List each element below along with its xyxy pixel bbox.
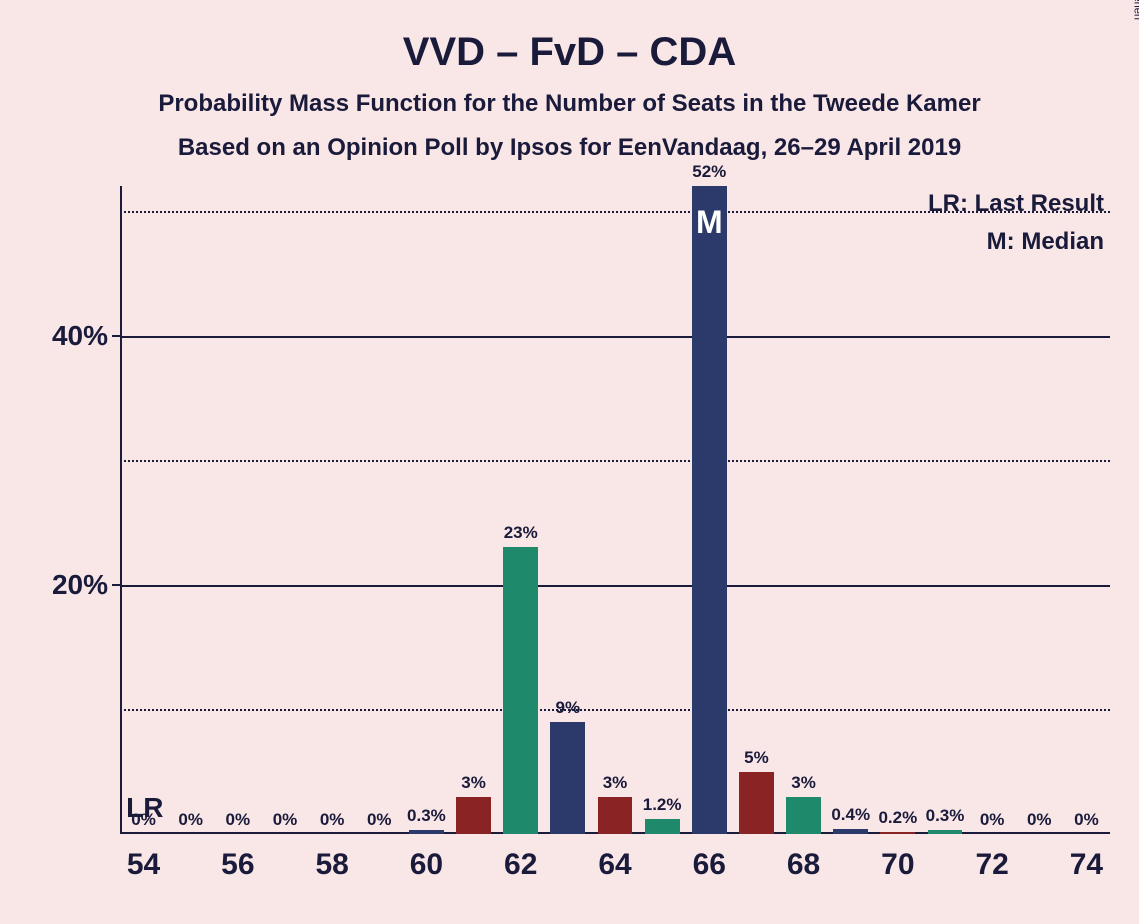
gridline-major (120, 336, 1110, 338)
x-axis-label: 54 (127, 848, 160, 882)
last-result-marker: LR (126, 792, 163, 824)
legend-median: M: Median (987, 228, 1104, 256)
x-axis-label: 62 (504, 848, 537, 882)
bar: 0.4% (833, 829, 868, 834)
x-axis-label: 56 (221, 848, 254, 882)
legend-last-result: LR: Last Result (928, 190, 1104, 218)
bar-value-label: 1.2% (643, 795, 682, 815)
x-axis-label: 68 (787, 848, 820, 882)
x-axis-label: 74 (1070, 848, 1103, 882)
bar: 0.3% (409, 830, 444, 834)
y-axis (120, 186, 122, 834)
copyright-text: © 2020 Filip van Laenen (1131, 0, 1139, 20)
bar-value-label: 9% (556, 698, 581, 718)
bar-value-label: 0% (320, 810, 345, 830)
gridline-minor (120, 709, 1110, 711)
gridline-major (120, 585, 1110, 587)
bar-value-label: 0.2% (878, 808, 917, 828)
bar-value-label: 52% (692, 162, 726, 182)
x-axis-label: 64 (598, 848, 631, 882)
gridline-minor (120, 460, 1110, 462)
bar-value-label: 0% (178, 810, 203, 830)
x-axis-label: 72 (975, 848, 1008, 882)
bar: 0.3% (928, 830, 963, 834)
y-tick-mark (112, 584, 120, 586)
bar: 5% (739, 772, 774, 834)
bar: 0.2% (880, 832, 915, 834)
bar-value-label: 0.4% (831, 805, 870, 825)
chart-subtitle-1: Probability Mass Function for the Number… (0, 90, 1139, 118)
bar-value-label: 0% (367, 810, 392, 830)
x-axis-label: 66 (693, 848, 726, 882)
bar-value-label: 0% (1027, 810, 1052, 830)
chart-title: VVD – FvD – CDA (0, 30, 1139, 75)
bar-value-label: 0% (1074, 810, 1099, 830)
x-axis-label: 58 (315, 848, 348, 882)
bar: 3% (456, 797, 491, 834)
y-axis-label: 20% (52, 569, 108, 601)
bar: 3% (786, 797, 821, 834)
bar-value-label: 0.3% (407, 806, 446, 826)
bar: 3% (598, 797, 633, 834)
bar-value-label: 3% (791, 773, 816, 793)
chart-subtitle-2: Based on an Opinion Poll by Ipsos for Ee… (0, 134, 1139, 162)
bar-value-label: 23% (504, 523, 538, 543)
bar: 52%M (692, 186, 727, 834)
median-marker: M (696, 204, 723, 241)
bar: 9% (550, 722, 585, 834)
y-tick-mark (112, 335, 120, 337)
bar-value-label: 0.3% (926, 806, 965, 826)
bar: 23% (503, 547, 538, 834)
bar-value-label: 3% (461, 773, 486, 793)
x-axis-label: 70 (881, 848, 914, 882)
bar-value-label: 5% (744, 748, 769, 768)
y-axis-label: 40% (52, 320, 108, 352)
bar: 1.2% (645, 819, 680, 834)
x-axis-label: 60 (410, 848, 443, 882)
chart-plot-area: 20%40%54565860626466687072740%LR0%0%0%0%… (120, 186, 1110, 834)
bar-value-label: 0% (273, 810, 298, 830)
bar-value-label: 0% (980, 810, 1005, 830)
bar-value-label: 3% (603, 773, 628, 793)
bar-value-label: 0% (226, 810, 251, 830)
